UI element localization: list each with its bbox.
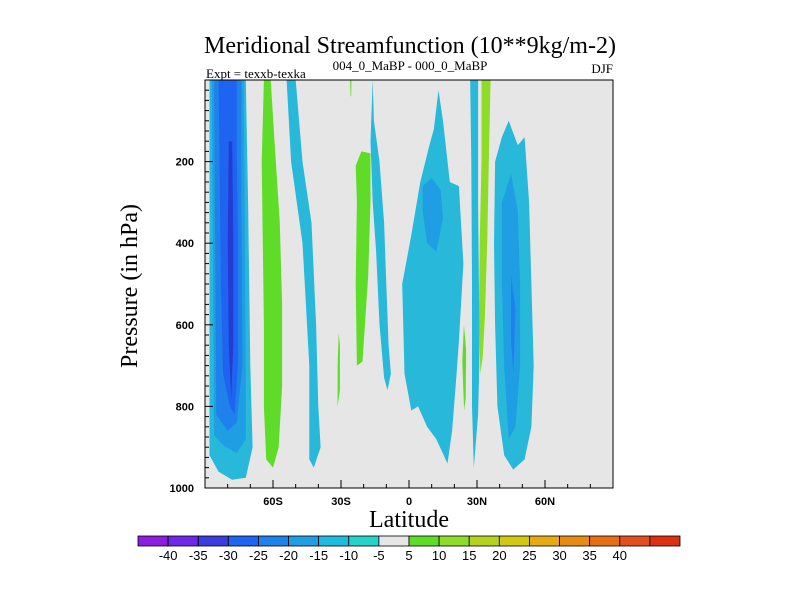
axes: 200 400 600 800 1000 60S 30S 0 30N 60N	[170, 89, 591, 508]
colorbar-label: 5	[405, 548, 412, 563]
contour-region-11	[422, 177, 443, 252]
x-tick-label: 30S	[331, 496, 351, 508]
colorbar-label: 25	[522, 548, 536, 563]
colorbar-swatch	[559, 535, 591, 547]
contour-region-14	[470, 80, 480, 468]
y-tick-label: 800	[176, 401, 194, 413]
colorbar-swatch	[197, 535, 229, 547]
y-axis-label: Pressure (in hPa)	[117, 204, 143, 368]
colorbar-swatch	[649, 535, 681, 547]
colorbar-label: -40	[159, 548, 178, 563]
x-axis-label: Latitude	[369, 507, 449, 533]
colorbar-swatch	[227, 535, 259, 547]
contour-region-12	[462, 324, 467, 411]
contour-region-5	[261, 80, 283, 468]
x-tick-label: 60N	[535, 496, 555, 508]
experiment-label: Expt = texxb-texka	[206, 66, 306, 81]
contour-region-7	[355, 151, 371, 366]
colorbar-swatch	[378, 535, 410, 547]
contour-region-13	[478, 80, 491, 374]
colorbar-swatch	[167, 535, 199, 547]
period-label: 004_0_MaBP - 000_0_MaBP	[333, 58, 488, 73]
colorbar-label: 40	[613, 548, 627, 563]
y-tick-label: 1000	[170, 483, 194, 495]
colorbar-swatch	[589, 535, 621, 547]
colorbar-label: 30	[552, 548, 566, 563]
colorbar-swatch	[529, 535, 560, 547]
colorbar-label: -30	[219, 548, 238, 563]
colorbar-swatch	[288, 535, 320, 547]
colorbar-swatch	[137, 535, 169, 547]
colorbar-label: -10	[339, 548, 358, 563]
y-tick-label: 400	[176, 238, 194, 250]
chart-title: Meridional Streamfunction (10**9kg/m-2)	[204, 33, 616, 59]
colorbar-label: -35	[189, 548, 208, 563]
y-tick-label: 600	[176, 320, 194, 332]
contour-region-17	[511, 275, 516, 374]
x-tick-label: 0	[406, 496, 412, 508]
x-tick-label: 30N	[467, 496, 487, 508]
contour-region-9	[370, 80, 391, 391]
colorbar-label: 15	[462, 548, 476, 563]
season-label: DJF	[591, 61, 613, 76]
colorbar-label: 35	[582, 548, 596, 563]
colorbar-label: -25	[249, 548, 268, 563]
colorbar-swatch	[619, 535, 651, 547]
colorbar-swatch	[468, 535, 500, 547]
contour-region-8	[337, 333, 340, 407]
colorbar-swatch	[498, 535, 530, 547]
colorbar-label: 20	[492, 548, 506, 563]
colorbar-label: 10	[432, 548, 446, 563]
x-tick-label: 60S	[263, 496, 283, 508]
colorbar-label: -5	[373, 548, 385, 563]
contour-regions	[209, 80, 534, 480]
contour-region-6	[286, 80, 321, 468]
colorbar-swatch	[408, 535, 440, 547]
contour-region-18	[350, 80, 352, 97]
colorbar-swatch	[348, 535, 380, 547]
colorbar: -40 -35 -30 -25 -20 -15 -10 -5 5 10 15 20 25 30 35 40	[137, 535, 681, 563]
colorbar-swatch	[438, 535, 470, 547]
colorbar-label: -20	[279, 548, 298, 563]
colorbar-swatch	[258, 535, 289, 547]
contour-region-4	[227, 141, 234, 399]
colorbar-label: -15	[309, 548, 328, 563]
contour-region-10	[402, 90, 464, 464]
colorbar-swatch	[318, 535, 350, 547]
y-tick-label: 200	[176, 157, 194, 169]
